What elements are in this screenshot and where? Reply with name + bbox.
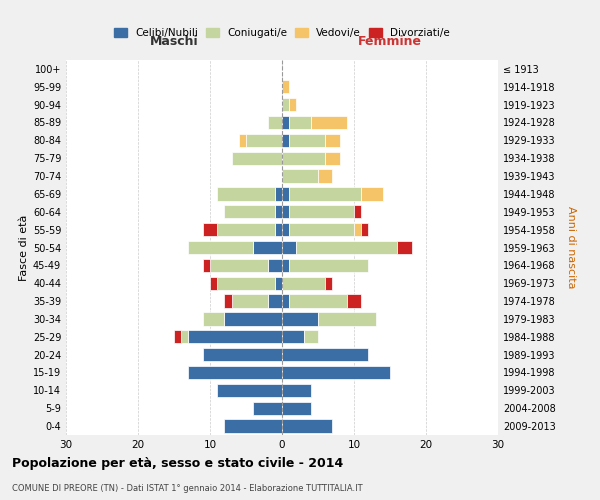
Bar: [217, 223, 275, 236]
Bar: [239, 134, 246, 147]
Bar: [224, 312, 282, 326]
Bar: [361, 187, 383, 200]
Text: Popolazione per età, sesso e stato civile - 2014: Popolazione per età, sesso e stato civil…: [12, 458, 343, 470]
Bar: [217, 384, 282, 397]
Bar: [289, 134, 325, 147]
Text: Maschi: Maschi: [149, 36, 199, 49]
Bar: [174, 330, 181, 344]
Bar: [232, 294, 268, 308]
Bar: [203, 348, 282, 362]
Bar: [289, 294, 347, 308]
Bar: [203, 312, 224, 326]
Bar: [282, 366, 390, 379]
Bar: [181, 330, 188, 344]
Bar: [325, 276, 332, 290]
Bar: [203, 223, 217, 236]
Bar: [224, 294, 232, 308]
Bar: [347, 294, 361, 308]
Bar: [232, 152, 282, 165]
Y-axis label: Fasce di età: Fasce di età: [19, 214, 29, 280]
Bar: [253, 241, 282, 254]
Bar: [282, 80, 289, 94]
Bar: [354, 223, 361, 236]
Bar: [318, 170, 332, 183]
Bar: [289, 98, 296, 112]
Bar: [325, 134, 340, 147]
Bar: [282, 312, 318, 326]
Bar: [296, 241, 397, 254]
Bar: [275, 276, 282, 290]
Bar: [289, 116, 311, 129]
Bar: [282, 116, 289, 129]
Bar: [282, 134, 289, 147]
Bar: [188, 366, 282, 379]
Bar: [361, 223, 368, 236]
Bar: [217, 187, 275, 200]
Bar: [311, 116, 347, 129]
Bar: [289, 258, 368, 272]
Bar: [282, 170, 318, 183]
Bar: [224, 420, 282, 433]
Bar: [282, 276, 325, 290]
Bar: [289, 187, 361, 200]
Bar: [275, 223, 282, 236]
Bar: [268, 116, 282, 129]
Bar: [325, 152, 340, 165]
Bar: [275, 187, 282, 200]
Bar: [282, 402, 311, 415]
Bar: [217, 276, 275, 290]
Text: COMUNE DI PREORE (TN) - Dati ISTAT 1° gennaio 2014 - Elaborazione TUTTITALIA.IT: COMUNE DI PREORE (TN) - Dati ISTAT 1° ge…: [12, 484, 362, 493]
Bar: [188, 241, 253, 254]
Text: Femmine: Femmine: [358, 36, 422, 49]
Bar: [282, 258, 289, 272]
Bar: [304, 330, 318, 344]
Bar: [282, 205, 289, 218]
Bar: [282, 384, 311, 397]
Bar: [268, 258, 282, 272]
Bar: [289, 223, 354, 236]
Bar: [318, 312, 376, 326]
Bar: [397, 241, 412, 254]
Bar: [282, 241, 296, 254]
Bar: [289, 205, 354, 218]
Bar: [268, 294, 282, 308]
Bar: [282, 223, 289, 236]
Bar: [210, 258, 268, 272]
Bar: [253, 402, 282, 415]
Bar: [203, 258, 210, 272]
Bar: [282, 330, 304, 344]
Y-axis label: Anni di nascita: Anni di nascita: [566, 206, 577, 289]
Bar: [275, 205, 282, 218]
Bar: [282, 98, 289, 112]
Legend: Celibi/Nubili, Coniugati/e, Vedovi/e, Divorziati/e: Celibi/Nubili, Coniugati/e, Vedovi/e, Di…: [110, 24, 454, 42]
Bar: [246, 134, 282, 147]
Bar: [188, 330, 282, 344]
Bar: [282, 348, 368, 362]
Bar: [282, 420, 332, 433]
Bar: [282, 187, 289, 200]
Bar: [210, 276, 217, 290]
Bar: [354, 205, 361, 218]
Bar: [282, 152, 325, 165]
Bar: [224, 205, 275, 218]
Bar: [282, 294, 289, 308]
